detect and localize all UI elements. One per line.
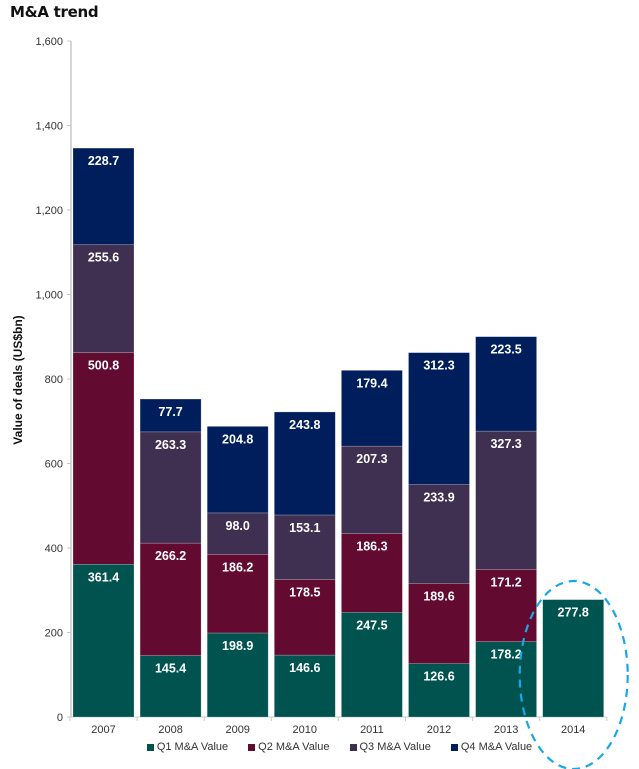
y-tick-label: 600 <box>45 459 63 471</box>
data-label: 146.6 <box>289 661 320 675</box>
legend-item-q3: Q3 M&A Value <box>349 741 431 753</box>
data-label: 204.8 <box>222 432 253 446</box>
data-label: 178.5 <box>289 586 320 600</box>
data-label: 178.2 <box>490 648 521 662</box>
data-label: 186.3 <box>356 540 387 554</box>
bar-segment-2011-q2 <box>341 533 403 613</box>
legend-swatch <box>146 743 154 751</box>
bar-segment-2010-q4 <box>273 411 336 516</box>
chart-title: M&A trend <box>10 3 99 21</box>
data-label: 98.0 <box>226 519 250 533</box>
legend-swatch <box>349 743 357 751</box>
y-tick-label: 1,600 <box>35 36 63 48</box>
bar-segment-2007-q2 <box>72 352 135 565</box>
bar-segment-2009-q3 <box>206 512 269 555</box>
bar-segment-2007-q1 <box>72 564 135 718</box>
x-tick-label: 2013 <box>494 724 518 736</box>
x-tick-label: 2012 <box>427 724 451 736</box>
data-label: 77.7 <box>158 405 182 419</box>
bar-segment-2013-q1 <box>475 641 537 718</box>
data-label: 255.6 <box>88 251 119 265</box>
data-label: 207.3 <box>356 452 387 466</box>
bar-segment-2012-q3 <box>408 484 470 584</box>
data-label: 186.2 <box>222 560 253 574</box>
legend-item-q4: Q4 M&A Value <box>450 741 533 753</box>
x-tick-label: 2007 <box>91 724 115 736</box>
data-label: 247.5 <box>356 618 387 632</box>
legend-label: Q3 M&A Value <box>359 741 431 753</box>
y-tick-label: 400 <box>45 543 63 555</box>
data-label: 266.2 <box>155 549 186 563</box>
y-tick-label: 1,400 <box>35 121 63 133</box>
legend-swatch <box>248 743 256 751</box>
bar-segment-2009-q4 <box>206 426 269 514</box>
highlight-ellipse-annotation <box>518 579 629 769</box>
data-label: 223.5 <box>490 343 521 357</box>
bar-segment-2009-q2 <box>206 553 269 634</box>
x-tick-label: 2010 <box>293 724 317 736</box>
data-label: 179.4 <box>356 376 387 390</box>
bar-segment-2012-q1 <box>408 663 470 718</box>
bar-segment-2008-q3 <box>139 431 202 544</box>
x-tick-label: 2008 <box>158 724 182 736</box>
y-tick-label: 800 <box>45 374 63 386</box>
bar-segment-2008-q4 <box>139 398 202 433</box>
data-label: 312.3 <box>423 359 454 373</box>
bar-segment-2010-q3 <box>273 514 336 580</box>
x-tick-label: 2009 <box>225 724 249 736</box>
legend-label: Q1 M&A Value <box>156 741 229 753</box>
y-tick-label: 200 <box>45 628 63 640</box>
bar-segment-2011-q1 <box>341 612 403 718</box>
data-label: 198.9 <box>222 639 253 653</box>
legend-item-q2: Q2 M&A Value <box>248 741 330 753</box>
data-label: 243.8 <box>289 418 320 432</box>
bar-segment-2014-q1 <box>542 599 605 718</box>
bar-segment-2011-q4 <box>341 370 403 447</box>
data-label: 171.2 <box>490 575 521 589</box>
bar-segment-2010-q1 <box>273 654 336 718</box>
y-tick-label: 1,200 <box>35 205 63 217</box>
data-label: 500.8 <box>88 359 119 373</box>
data-label: 233.9 <box>423 491 454 505</box>
data-label: 145.4 <box>155 662 186 676</box>
data-label: 277.8 <box>558 606 589 620</box>
legend: Q1 M&A Value Q2 M&A Value Q3 M&A Value Q4 M… <box>0 741 639 753</box>
y-tick-label: 0 <box>57 712 63 724</box>
bar-segment-2007-q4 <box>72 147 135 246</box>
bar-segment-2011-q3 <box>341 445 403 535</box>
legend-item-q1: Q1 M&A Value <box>146 741 229 753</box>
data-label: 189.6 <box>423 589 454 603</box>
legend-label: Q4 M&A Value <box>460 741 533 753</box>
data-label: 327.3 <box>490 437 521 451</box>
bar-segment-2012-q4 <box>408 352 470 485</box>
x-tick-label: 2014 <box>561 724 585 736</box>
bar-segment-2013-q3 <box>475 430 537 570</box>
data-label: 263.3 <box>155 438 186 452</box>
bar-segment-2012-q2 <box>408 583 470 664</box>
data-label: 361.4 <box>88 570 119 584</box>
legend-swatch <box>450 743 458 751</box>
data-label: 228.7 <box>88 154 119 168</box>
data-label: 153.1 <box>289 521 320 535</box>
bar-segment-2010-q2 <box>273 579 336 656</box>
bar-segment-2013-q4 <box>475 336 537 432</box>
data-label: 126.6 <box>423 670 454 684</box>
y-tick-label: 1,000 <box>35 290 63 302</box>
legend-label: Q2 M&A Value <box>258 741 330 753</box>
bar-segment-2007-q3 <box>72 244 135 354</box>
bar-segment-2009-q1 <box>206 632 269 718</box>
x-tick-label: 2011 <box>360 724 384 736</box>
